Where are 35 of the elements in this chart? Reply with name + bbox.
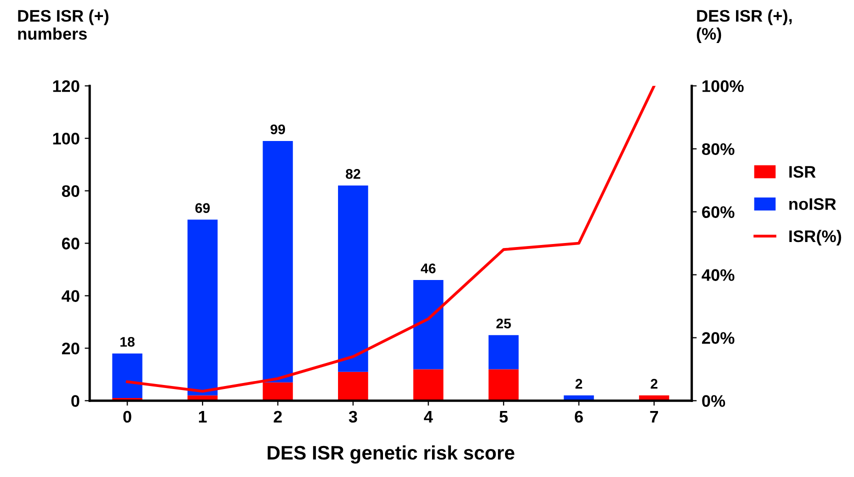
total-label: 69	[195, 203, 210, 213]
y-tick-label: 40	[62, 290, 80, 302]
total-label: 2	[650, 378, 658, 389]
legend-label: noISR	[789, 198, 836, 210]
y-tick-label: 0	[71, 395, 80, 407]
y-tick-label: 60	[62, 238, 80, 250]
x-tick-label: 3	[348, 410, 358, 423]
y2-tick-label: 0%	[702, 395, 726, 407]
x-tick-label: 6	[574, 410, 583, 423]
x-tick-label: 4	[424, 411, 433, 422]
total-label: 82	[346, 169, 360, 179]
x-tick-label: 2	[274, 410, 282, 422]
y2-tick-label: 60%	[702, 206, 734, 218]
total-label: 46	[420, 263, 436, 274]
total-label: 18	[120, 336, 135, 347]
y-axis-title: DES ISR (+) numbers	[18, 10, 108, 40]
x-tick-label: 7	[650, 411, 658, 422]
y-tick-label: 20	[62, 342, 80, 354]
x-tick-label: 1	[198, 411, 207, 422]
y2-tick-label: 80%	[702, 143, 734, 156]
y2-tick-label: 100%	[702, 80, 744, 92]
x-tick-label: 0	[123, 410, 132, 423]
legend-label: ISR	[789, 166, 816, 178]
legend-label: ISR(%)	[789, 230, 842, 246]
x-axis-title: DES ISR genetic risk score	[268, 445, 514, 464]
x-tick-label: 5	[499, 411, 508, 423]
y2-tick-label: 20%	[702, 332, 734, 344]
total-label: 2	[575, 378, 582, 389]
total-label: 25	[496, 318, 511, 328]
y-tick-label: 80	[62, 185, 80, 198]
y-tick-label: 100	[53, 132, 80, 145]
y2-tick-label: 40%	[702, 269, 734, 281]
y-tick-label: 120	[53, 80, 80, 92]
y2-axis-title: DES ISR (+), (%)	[696, 10, 792, 44]
total-label: 99	[270, 124, 286, 134]
